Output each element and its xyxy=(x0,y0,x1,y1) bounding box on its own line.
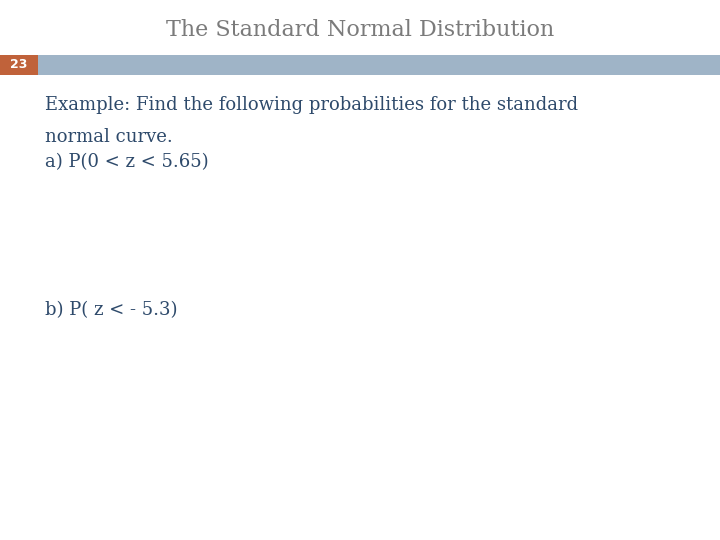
Text: 23: 23 xyxy=(10,58,27,71)
Text: Example: Find the following probabilities for the standard: Example: Find the following probabilitie… xyxy=(45,96,578,114)
Text: b) P( z < - 5.3): b) P( z < - 5.3) xyxy=(45,301,178,319)
Text: The Standard Normal Distribution: The Standard Normal Distribution xyxy=(166,19,554,41)
Text: a) P(0 < z < 5.65): a) P(0 < z < 5.65) xyxy=(45,153,209,171)
Text: normal curve.: normal curve. xyxy=(45,128,173,146)
